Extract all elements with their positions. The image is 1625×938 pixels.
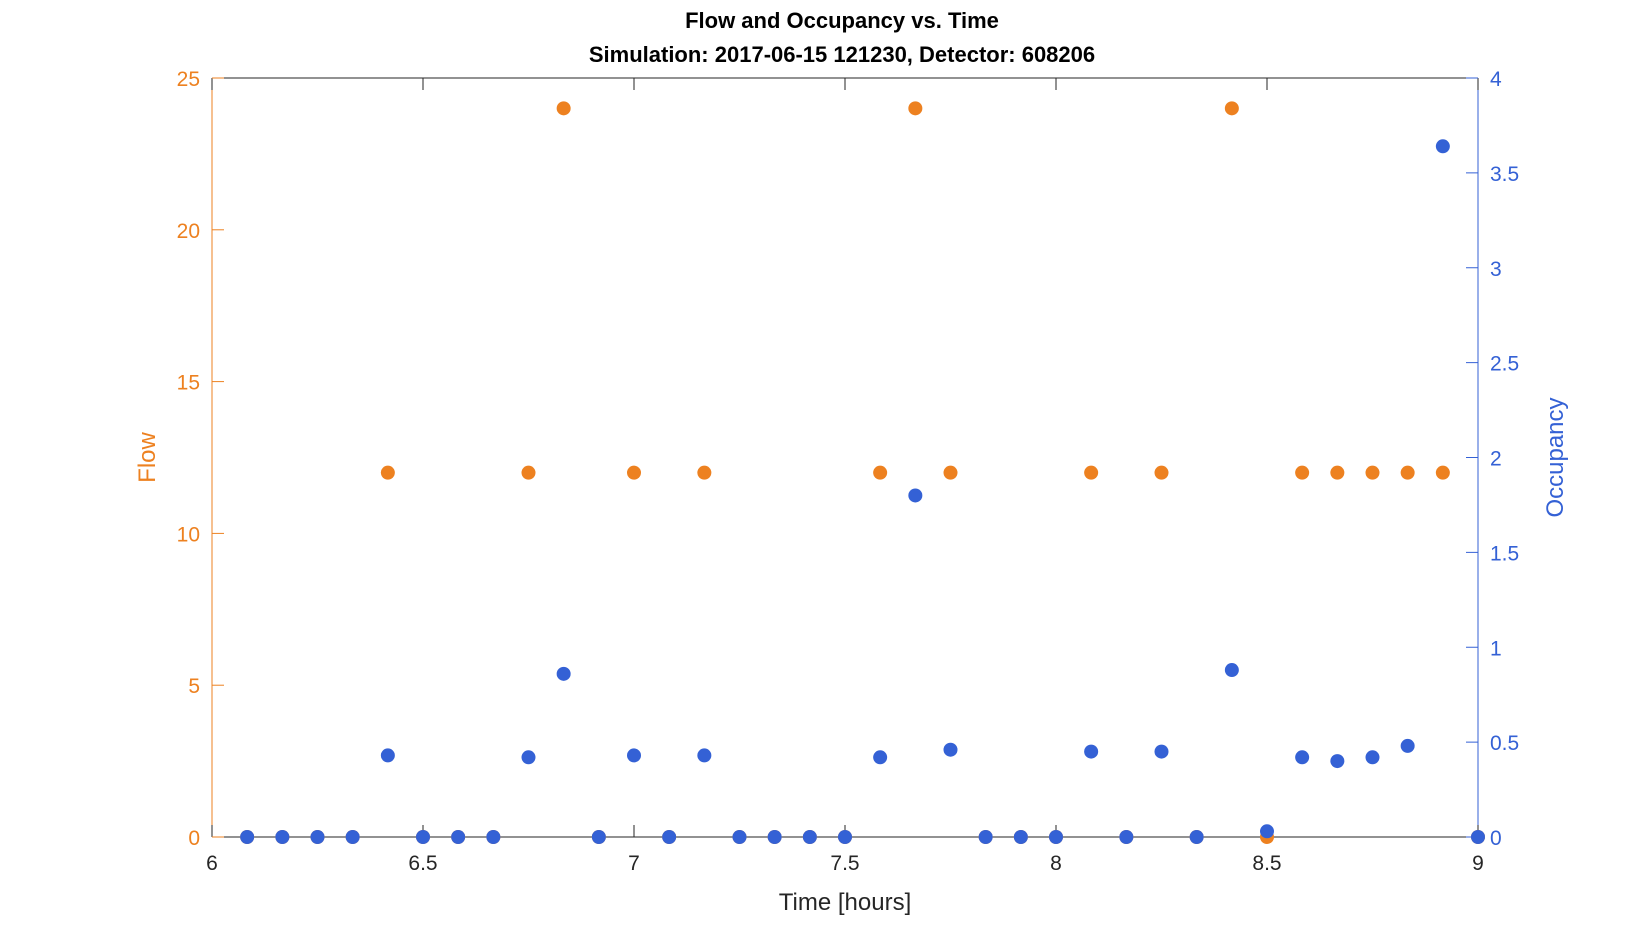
occupancy-point <box>451 830 466 844</box>
occupancy-point <box>873 750 888 765</box>
flow-point <box>1154 465 1169 480</box>
occupancy-point <box>627 748 641 763</box>
flow-point <box>873 465 888 480</box>
x-tick-label: 7.5 <box>830 852 859 875</box>
right-tick-label: 1.5 <box>1490 542 1519 565</box>
flow-point <box>908 101 923 116</box>
x-tick-label: 8.5 <box>1252 852 1281 875</box>
right-axis-label: Occupancy <box>1542 397 1569 517</box>
data-points <box>240 101 1485 844</box>
flow-point <box>1400 465 1415 480</box>
x-tick-label: 9 <box>1472 852 1484 875</box>
occupancy-point <box>1084 744 1099 759</box>
occupancy-point <box>275 830 290 844</box>
x-tick-label: 6.5 <box>408 852 437 875</box>
occupancy-point <box>802 830 817 844</box>
left-tick-label: 20 <box>177 220 200 243</box>
occupancy-point <box>838 830 852 844</box>
occupancy-point <box>521 750 536 765</box>
left-tick-label: 10 <box>177 523 200 546</box>
right-tick-label: 3 <box>1490 258 1502 281</box>
left-tick-label: 15 <box>177 372 200 395</box>
right-axis-ticks: 0 0.5 1 1.5 2 2.5 3 3.5 4 <box>1466 68 1519 850</box>
occupancy-point <box>697 748 712 763</box>
occupancy-point <box>908 488 923 503</box>
right-tick-label: 0 <box>1490 827 1502 850</box>
flow-point <box>1330 465 1345 480</box>
occupancy-point <box>310 830 325 844</box>
occupancy-point <box>1013 830 1028 844</box>
occupancy-point <box>1330 754 1345 769</box>
occupancy-point <box>662 830 677 844</box>
right-tick-label: 3.5 <box>1490 163 1519 186</box>
left-tick-label: 0 <box>188 827 200 850</box>
flow-point <box>1295 465 1310 480</box>
occupancy-point <box>1435 139 1450 154</box>
left-axis-label: Flow <box>134 431 161 482</box>
flow-point <box>943 465 958 480</box>
flow-point <box>1365 465 1380 480</box>
occupancy-point <box>416 830 430 844</box>
x-axis-ticks: 6 6.5 7 7.5 8 8.5 9 <box>206 78 1484 875</box>
flow-point <box>697 465 712 480</box>
right-tick-label: 1 <box>1490 637 1502 660</box>
occupancy-point <box>1365 750 1380 765</box>
left-tick-label: 25 <box>177 68 200 91</box>
right-tick-label: 4 <box>1490 68 1502 91</box>
flow-point <box>380 465 395 480</box>
occupancy-point <box>1189 830 1204 844</box>
occupancy-point <box>1400 738 1415 753</box>
occupancy-point <box>591 830 606 844</box>
flow-point <box>556 101 571 116</box>
occupancy-point <box>345 830 360 844</box>
occupancy-point <box>732 830 747 844</box>
occupancy-point <box>1119 830 1134 844</box>
chart-subtitle: Simulation: 2017-06-15 121230, Detector:… <box>589 42 1095 67</box>
left-axis-ticks: 0 5 10 15 20 25 <box>177 68 224 850</box>
x-axis-label: Time [hours] <box>779 889 911 916</box>
x-tick-label: 6 <box>206 852 218 875</box>
occupancy-point <box>978 830 993 844</box>
flow-point <box>627 465 641 480</box>
right-tick-label: 2 <box>1490 448 1502 471</box>
flow-point <box>1084 465 1099 480</box>
occupancy-point <box>240 830 255 844</box>
x-tick-label: 7 <box>628 852 640 875</box>
flow-point <box>521 465 536 480</box>
chart-title: Flow and Occupancy vs. Time <box>685 8 999 33</box>
occupancy-point <box>1471 830 1485 844</box>
occupancy-point <box>943 742 958 757</box>
right-tick-label: 0.5 <box>1490 732 1519 755</box>
axes <box>211 77 1479 838</box>
occupancy-point <box>1224 663 1239 678</box>
flow-point <box>1435 465 1450 480</box>
occupancy-point <box>556 666 571 681</box>
right-tick-label: 2.5 <box>1490 353 1519 376</box>
occupancy-point <box>767 830 782 844</box>
flow-point <box>1224 101 1239 116</box>
occupancy-point <box>1260 824 1274 839</box>
occupancy-point <box>380 748 395 763</box>
x-tick-label: 8 <box>1050 852 1062 875</box>
occupancy-point <box>486 830 501 844</box>
left-tick-label: 5 <box>188 675 200 698</box>
occupancy-point <box>1049 830 1063 844</box>
occupancy-point <box>1154 744 1169 759</box>
occupancy-point <box>1295 750 1310 765</box>
